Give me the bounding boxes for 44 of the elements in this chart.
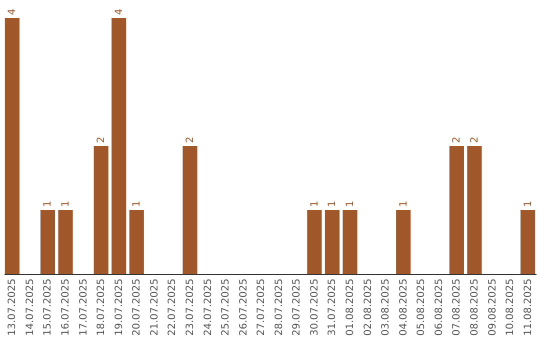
data-label: 1 <box>522 200 534 207</box>
x-tick-label: 02.08.2025 <box>362 278 374 336</box>
data-label: 1 <box>132 200 143 207</box>
data-label: 2 <box>184 136 196 143</box>
x-tick-label: 09.08.2025 <box>487 278 498 336</box>
x-tick-label: 22.07.2025 <box>167 278 178 336</box>
x-tick-label: 19.07.2025 <box>114 278 125 336</box>
data-label: 1 <box>60 200 72 207</box>
data-label: 2 <box>452 136 463 143</box>
x-tick-label: 30.07.2025 <box>309 278 320 336</box>
x-tick-label: 21.07.2025 <box>149 278 160 336</box>
x-tick-label: 03.08.2025 <box>380 278 392 336</box>
x-tick-label: 10.08.2025 <box>505 278 516 336</box>
data-label: 1 <box>327 200 338 207</box>
x-tick-label: 24.07.2025 <box>202 278 214 336</box>
data-label: 2 <box>469 136 480 143</box>
x-tick-label: 05.08.2025 <box>416 278 428 336</box>
data-label: 1 <box>398 200 410 207</box>
x-tick-label: 16.07.2025 <box>60 278 72 336</box>
data-label: 1 <box>345 200 356 207</box>
x-tick-label: 29.07.2025 <box>292 278 303 336</box>
x-tick-label: 31.07.2025 <box>327 278 338 336</box>
x-tick-label: 13.07.2025 <box>7 278 18 336</box>
x-tick-label: 20.07.2025 <box>132 278 143 336</box>
x-tick-label: 07.08.2025 <box>452 278 463 336</box>
x-tick-label: 11.08.2025 <box>522 278 534 336</box>
x-tick-label: 06.08.2025 <box>434 278 445 336</box>
x-tick-label: 01.08.2025 <box>345 278 356 336</box>
x-tick-label: 14.07.2025 <box>24 278 36 336</box>
x-tick-label: 27.07.2025 <box>256 278 268 336</box>
x-tick-label: 08.08.2025 <box>469 278 480 336</box>
data-label: 1 <box>42 200 54 207</box>
data-label: 4 <box>7 8 18 15</box>
x-tick-label: 25.07.2025 <box>220 278 232 336</box>
x-tick-label: 04.08.2025 <box>398 278 410 336</box>
x-tick-label: 18.07.2025 <box>96 278 108 336</box>
x-tick-label: 17.07.2025 <box>78 278 90 336</box>
data-label: 2 <box>96 136 108 143</box>
x-tick-label: 28.07.2025 <box>274 278 285 336</box>
data-label: 4 <box>114 8 125 15</box>
x-tick-label: 15.07.2025 <box>42 278 54 336</box>
x-tick-label: 23.07.2025 <box>184 278 196 336</box>
x-tick-label: 26.07.2025 <box>238 278 250 336</box>
data-label: 1 <box>309 200 320 207</box>
